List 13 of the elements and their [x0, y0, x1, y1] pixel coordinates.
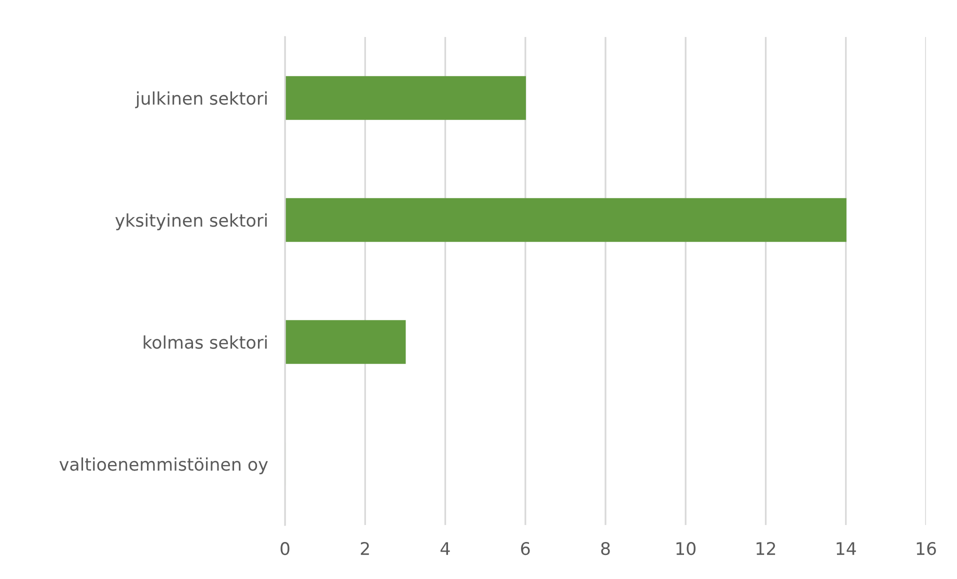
x-tick-label: 10	[676, 542, 696, 556]
x-tick-label: 12	[756, 542, 776, 555]
x-tick-label: 14	[836, 542, 856, 555]
x-tick-label: 16	[916, 542, 936, 556]
y-tick-label: julkinen sektori	[135, 91, 267, 108]
x-tick-label: 6	[521, 542, 530, 556]
x-tick-label: 8	[601, 542, 610, 556]
y-tick-label: yksityinen sektori	[115, 213, 267, 230]
x-tick-label: 0	[280, 542, 290, 556]
x-tick-label: 2	[360, 542, 369, 555]
y-tick-label: kolmas sektori	[144, 335, 267, 349]
y-tick-label: valtioenemmistöinen oy	[59, 457, 268, 474]
x-tick-label: 4	[440, 542, 450, 555]
